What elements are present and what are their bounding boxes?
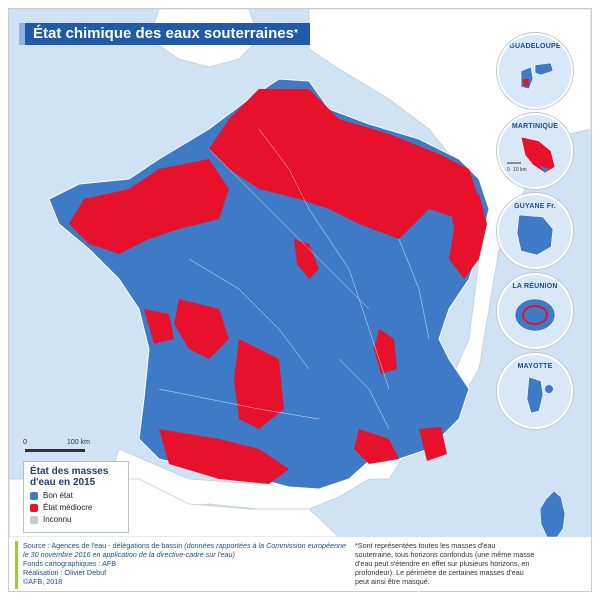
- legend-swatch-good: [30, 491, 38, 500]
- scale-distance: 100 km: [67, 439, 90, 446]
- legend-swatch-unknown: [30, 515, 38, 524]
- inset-martinique: MARTINIQUE 0 10 km: [497, 113, 573, 189]
- inset-label-guyane: GUYANE Fr.: [514, 203, 556, 210]
- legend-title: État des masses d'eau en 2015: [30, 466, 109, 488]
- source-fonds: Fonds cartographiques : AFB: [23, 559, 117, 568]
- source-copyright: ©AFB, 2018: [23, 577, 63, 586]
- legend-label-good: Bon état: [43, 491, 73, 500]
- inset-label-guadeloupe: GUADELOUPE: [509, 43, 561, 50]
- map-title: État chimique des eaux souterraines*: [19, 23, 310, 45]
- map-title-text: État chimique des eaux souterraines: [33, 25, 294, 42]
- inset-label-mayotte: MAYOTTE: [517, 363, 553, 370]
- corsica-land: [539, 490, 566, 537]
- source-italic: (données rapportées à la Commission euro…: [23, 541, 347, 559]
- title-asterisk: *: [293, 28, 298, 39]
- mayotte-shape: [526, 376, 553, 414]
- legend-item-good: Bon état: [30, 491, 122, 500]
- inset-mayotte: MAYOTTE: [497, 353, 573, 429]
- guadeloupe-shape: [520, 62, 554, 90]
- inset-guadeloupe: GUADELOUPE: [497, 33, 573, 109]
- france-map: [9, 9, 591, 537]
- scale-bar: 0 100 km: [23, 439, 133, 455]
- inset-scale-zero: 0: [507, 167, 510, 173]
- source-prefix: Source : Agences de l'eau - délégations …: [23, 541, 185, 550]
- reunion-shape: [514, 298, 556, 332]
- source-realisation: Réalisation : Olivier Debuf: [23, 568, 107, 577]
- inset-scale-distance: 10 km: [513, 167, 527, 173]
- map-area: État chimique des eaux souterraines* GUA…: [9, 9, 591, 537]
- footnote: *Sont représentées toutes les masses d'e…: [355, 541, 535, 586]
- legend-swatch-poor: [30, 503, 38, 512]
- source-box: Source : Agences de l'eau - délégations …: [15, 541, 353, 589]
- inset-reunion: LA RÉUNION: [497, 273, 573, 349]
- legend: État des masses d'eau en 2015 Bon état É…: [23, 461, 129, 533]
- inset-label-reunion: LA RÉUNION: [512, 283, 558, 290]
- inset-guyane: GUYANE Fr.: [497, 193, 573, 269]
- inset-label-martinique: MARTINIQUE: [511, 123, 559, 130]
- guyane-shape: [516, 214, 554, 256]
- legend-item-unknown: Inconnu: [30, 515, 122, 524]
- map-frame: État chimique des eaux souterraines* GUA…: [8, 8, 592, 592]
- scale-line: [25, 449, 85, 452]
- martinique-shape: 0 10 km: [507, 136, 556, 174]
- legend-label-unknown: Inconnu: [43, 515, 72, 524]
- legend-item-poor: État médiocre: [30, 503, 122, 512]
- legend-label-poor: État médiocre: [43, 503, 93, 512]
- water-body-boundaries: [158, 128, 430, 430]
- scale-zero: 0: [23, 439, 27, 446]
